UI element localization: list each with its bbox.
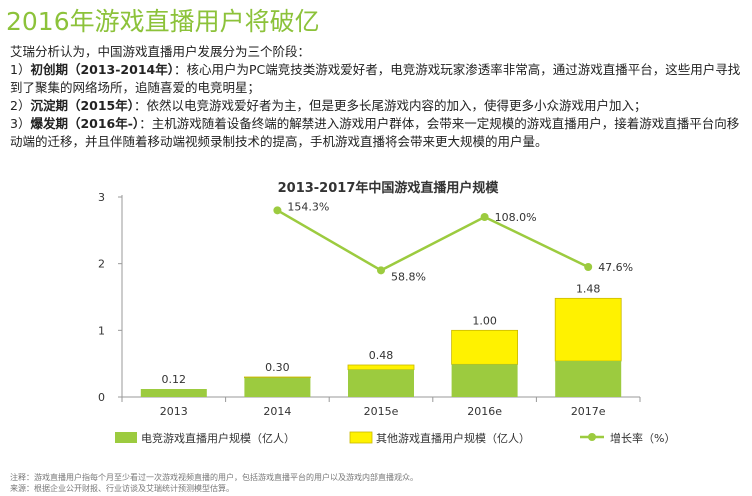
- stage-1: 1）初创期（2013-2014年）：核心用户为PC端竞技类游戏爱好者，电竞游戏玩…: [10, 62, 741, 95]
- intro-lead: 艾瑞分析认为，中国游戏直播用户发展分为三个阶段：: [10, 44, 311, 59]
- legend-label-growth: 增长率（%）: [610, 431, 675, 445]
- legend-marker-growth: [588, 433, 596, 441]
- growth-label: 47.6%: [598, 261, 633, 274]
- bar-esports: [348, 369, 414, 397]
- intro-text: 艾瑞分析认为，中国游戏直播用户发展分为三个阶段： 1）初创期（2013-2014…: [10, 43, 746, 151]
- bar-total-label: 0.12: [162, 373, 187, 386]
- user-scale-chart: 2013-2017年中国游戏直播用户规模 0 1 2 3 2013 2014 2015e 20…: [98, 180, 675, 445]
- bar-other-games: [243, 376, 311, 379]
- bar-total-label: 0.30: [265, 361, 290, 374]
- x-tick-label: 2014: [263, 405, 291, 418]
- growth-label: 58.8%: [391, 270, 426, 283]
- stage-3: 3）爆发期（2016年-）：主机游戏随着设备终端的解禁进入游戏用户群体，会带来一…: [10, 116, 740, 149]
- chart-axes: 0 1 2 3 2013 2014 2015e 2016e 2017e: [98, 191, 641, 418]
- bar-other-games: [554, 297, 622, 362]
- y-tick-label: 3: [98, 191, 105, 204]
- legend-label-other: 其他游戏直播用户规模（亿人）: [376, 431, 530, 445]
- bar-esports: [555, 361, 622, 397]
- growth-point: [480, 213, 489, 221]
- x-tick-label: 2017e: [571, 405, 606, 418]
- stage-2: 2）沉淀期（2015年）：依然以电竞游戏爱好者为主，但是更多长尾游戏内容的加入，…: [10, 98, 647, 113]
- growth-line: 154.3% 58.8% 108.0% 47.6%: [273, 200, 633, 283]
- x-tick-label: 2016e: [467, 405, 502, 418]
- y-tick-label: 0: [98, 391, 105, 404]
- bar-esports: [244, 377, 311, 397]
- x-tick-label: 2013: [160, 405, 188, 418]
- y-tick-label: 1: [98, 324, 105, 337]
- growth-polyline: [276, 209, 589, 272]
- growth-label: 108.0%: [495, 211, 537, 224]
- growth-label: 154.3%: [287, 200, 329, 213]
- bar-other-games: [347, 364, 415, 371]
- footnote-source: 来源：根据企业公开财报、行业访谈及艾瑞统计预测模型估算。: [10, 484, 234, 493]
- chart-bars: 0.12 0.30 0.48 1.00 1.48: [140, 282, 622, 397]
- bar-esports: [140, 389, 207, 397]
- bar-total-label: 0.48: [369, 349, 394, 362]
- growth-point: [273, 206, 282, 215]
- chart-title: 2013-2017年中国游戏直播用户规模: [278, 180, 500, 196]
- page-title: 2016年游戏直播用户将破亿: [6, 7, 320, 36]
- growth-point: [584, 263, 593, 271]
- legend-label-esports: 电竞游戏直播用户规模（亿人）: [141, 431, 295, 445]
- y-tick-label: 2: [98, 258, 105, 271]
- bar-total-label: 1.48: [576, 282, 601, 295]
- bar-esports: [451, 364, 518, 397]
- bar-other-games: [451, 329, 519, 365]
- chart-legend: 电竞游戏直播用户规模（亿人） 其他游戏直播用户规模（亿人） 增长率（%）: [115, 431, 675, 445]
- footnotes: 注释：游戏直播用户指每个月至少看过一次游戏视频直播的用户，包括游戏直播平台的用户…: [10, 472, 418, 494]
- growth-point: [377, 266, 385, 275]
- x-tick-label: 2015e: [364, 405, 399, 418]
- legend-swatch-other: [349, 431, 373, 444]
- bar-total-label: 1.00: [472, 314, 497, 327]
- legend-swatch-esports: [115, 432, 137, 443]
- footnote-note: 注释：游戏直播用户指每个月至少看过一次游戏视频直播的用户，包括游戏直播平台的用户…: [10, 473, 418, 482]
